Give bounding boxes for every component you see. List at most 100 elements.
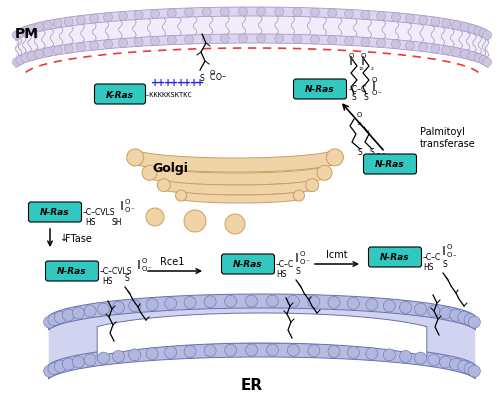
Circle shape [308, 296, 320, 308]
Text: +: + [176, 78, 185, 88]
Text: HS: HS [276, 270, 286, 279]
Circle shape [21, 54, 30, 63]
Circle shape [431, 45, 440, 54]
Circle shape [482, 31, 492, 40]
Text: N-Ras: N-Ras [233, 260, 263, 269]
Polygon shape [164, 181, 312, 196]
Circle shape [220, 35, 230, 44]
Circle shape [84, 305, 96, 317]
Text: ↓: ↓ [60, 232, 68, 243]
Circle shape [12, 58, 22, 67]
Text: S: S [358, 148, 362, 157]
Circle shape [90, 15, 98, 24]
Circle shape [204, 296, 216, 308]
Circle shape [224, 296, 236, 308]
Polygon shape [16, 17, 488, 59]
Circle shape [16, 29, 25, 38]
Circle shape [150, 37, 160, 46]
Circle shape [440, 356, 452, 368]
Circle shape [164, 346, 176, 359]
Text: PM: PM [15, 27, 39, 41]
Polygon shape [16, 35, 488, 68]
Text: ‖: ‖ [382, 153, 386, 162]
Text: O: O [447, 252, 452, 257]
Circle shape [361, 11, 370, 20]
Text: ‖: ‖ [442, 245, 446, 254]
Text: S: S [352, 93, 356, 102]
Circle shape [34, 50, 43, 59]
Circle shape [12, 31, 22, 40]
Circle shape [184, 346, 196, 357]
Circle shape [292, 36, 302, 45]
Circle shape [440, 307, 452, 319]
Circle shape [468, 52, 477, 61]
Circle shape [27, 25, 36, 34]
Circle shape [328, 346, 340, 357]
Text: HS: HS [102, 277, 113, 286]
Circle shape [158, 179, 170, 192]
Circle shape [328, 36, 336, 45]
Circle shape [44, 316, 56, 328]
Circle shape [168, 36, 176, 45]
Circle shape [479, 29, 488, 38]
FancyBboxPatch shape [294, 80, 346, 100]
Text: FTase: FTase [65, 234, 92, 243]
Circle shape [118, 12, 128, 21]
Circle shape [126, 150, 144, 166]
Circle shape [450, 358, 462, 370]
Circle shape [406, 42, 414, 51]
Text: O: O [349, 53, 354, 59]
Text: O: O [376, 163, 382, 169]
Circle shape [366, 299, 378, 311]
Circle shape [76, 43, 86, 52]
Circle shape [98, 352, 110, 364]
Text: ₂: ₂ [371, 65, 374, 71]
Text: –: – [222, 72, 226, 81]
Circle shape [317, 166, 332, 181]
Text: +: + [190, 78, 198, 88]
Circle shape [468, 365, 480, 377]
Circle shape [468, 25, 477, 34]
Circle shape [344, 10, 354, 19]
Circle shape [479, 56, 488, 65]
Text: S: S [296, 266, 300, 275]
Text: ₁₀: ₁₀ [357, 120, 362, 126]
Text: –C–CVLS: –C–CVLS [83, 208, 116, 217]
Text: ‖: ‖ [349, 56, 353, 65]
Circle shape [348, 298, 360, 310]
Circle shape [64, 45, 73, 54]
Text: O: O [300, 250, 306, 256]
Circle shape [238, 8, 248, 17]
Text: N-Ras: N-Ras [380, 253, 410, 262]
Text: S: S [200, 74, 204, 83]
Text: Golgi: Golgi [152, 162, 188, 175]
Circle shape [168, 10, 176, 18]
Circle shape [328, 10, 336, 18]
Circle shape [458, 360, 470, 373]
Circle shape [44, 365, 56, 377]
Circle shape [392, 40, 400, 49]
Circle shape [118, 39, 128, 48]
Text: +: + [158, 78, 166, 88]
Polygon shape [16, 8, 488, 41]
Circle shape [62, 358, 74, 370]
Circle shape [112, 302, 124, 314]
Text: +: + [183, 78, 191, 88]
Text: O: O [210, 70, 216, 76]
Circle shape [306, 179, 318, 192]
Circle shape [428, 305, 440, 317]
Circle shape [452, 49, 460, 58]
Text: O: O [125, 198, 130, 204]
Circle shape [428, 354, 440, 366]
Circle shape [294, 191, 304, 202]
Text: ⁻: ⁻ [131, 207, 135, 213]
Text: S: S [370, 148, 374, 157]
Text: –C–C: –C–C [349, 85, 367, 94]
Circle shape [150, 10, 160, 19]
Text: O: O [216, 73, 222, 82]
Circle shape [414, 352, 426, 364]
Text: ER: ER [241, 377, 263, 392]
Circle shape [202, 9, 211, 18]
Circle shape [104, 13, 112, 22]
Circle shape [220, 8, 230, 17]
